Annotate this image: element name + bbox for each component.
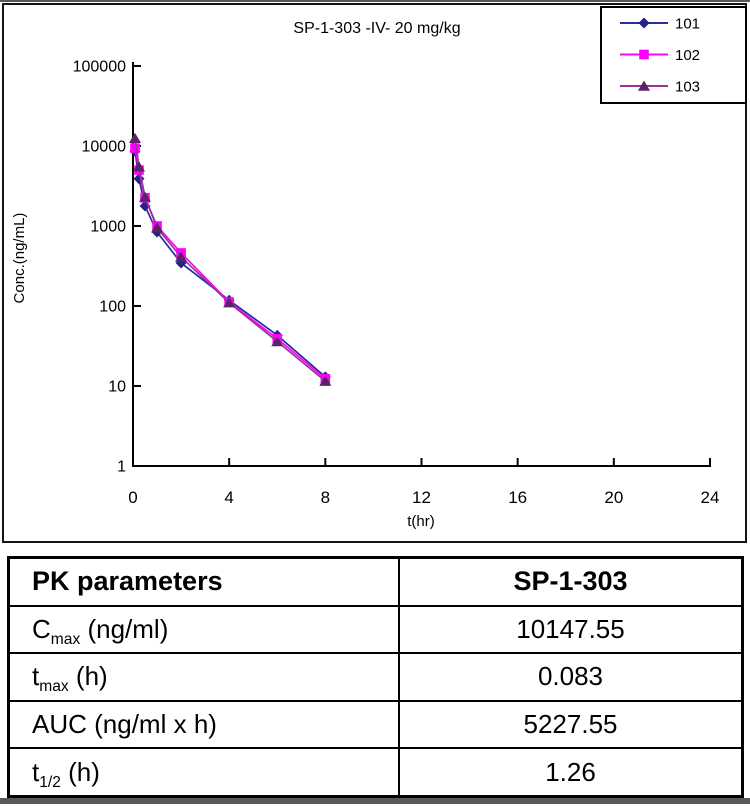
data-point-103 xyxy=(128,132,141,143)
table-row: AUC (ng/ml x h) 5227.55 xyxy=(7,699,744,750)
y-axis-title: Conc.(ng/mL) xyxy=(11,213,28,304)
table-header-row: PK parameters SP-1-303 xyxy=(7,556,744,607)
header-compound: SP-1-303 xyxy=(398,556,744,607)
series-line-102 xyxy=(134,147,326,380)
pk-param-cell: t1/2 (h) xyxy=(7,747,400,798)
legend-label-103: 103 xyxy=(675,79,700,96)
x-tick-label: 12 xyxy=(412,488,431,507)
data-point-103 xyxy=(151,222,164,233)
chart-title: SP-1-303 -IV- 20 mg/kg xyxy=(293,20,460,37)
pk-value-cell: 0.083 xyxy=(398,652,744,702)
x-tick-label: 4 xyxy=(224,488,233,507)
series-101 xyxy=(129,145,331,383)
pk-table: PK parameters SP-1-303 Cmax (ng/ml) 10147.5… xyxy=(7,556,744,798)
table-row: Cmax (ng/ml) 10147.55 xyxy=(7,604,744,655)
legend-label-101: 101 xyxy=(675,16,700,33)
x-tick-label: 8 xyxy=(321,488,330,507)
y-tick-label: 1 xyxy=(117,459,126,476)
y-tick-label: 100000 xyxy=(73,59,126,76)
legend: 101 102 103 xyxy=(600,6,747,104)
data-point-103 xyxy=(223,297,236,308)
x-tick-label: 0 xyxy=(128,488,137,507)
header-pk-parameters: PK parameters xyxy=(7,556,400,607)
legend-marker-101 xyxy=(638,17,650,29)
data-point-103 xyxy=(319,375,332,386)
x-tick-label: 20 xyxy=(604,488,623,507)
pk-value-cell: 10147.55 xyxy=(398,604,744,655)
legend-label-102: 102 xyxy=(675,47,700,64)
x-tick-label: 24 xyxy=(701,488,720,507)
pk-param-cell: Cmax (ng/ml) xyxy=(7,604,400,655)
pk-param-cell: AUC (ng/ml x h) xyxy=(7,699,400,750)
data-point-103 xyxy=(175,251,188,262)
series-line-101 xyxy=(134,151,326,378)
pk-param-cell: tmax (h) xyxy=(7,652,400,702)
y-tick-label: 10000 xyxy=(82,139,127,156)
data-point-102 xyxy=(130,143,140,153)
top-divider-bar xyxy=(0,0,750,2)
bottom-divider-bar xyxy=(0,798,750,804)
y-tick-label: 100 xyxy=(99,299,126,316)
y-tick-label: 10 xyxy=(108,379,126,396)
table-row: t1/2 (h) 1.26 xyxy=(7,747,744,798)
series-102 xyxy=(130,143,331,384)
pk-value-cell: 5227.55 xyxy=(398,699,744,750)
data-point-103 xyxy=(271,335,284,347)
series-103 xyxy=(128,132,332,386)
table-row: tmax (h) 0.083 xyxy=(7,652,744,702)
chart-panel-border xyxy=(2,3,747,543)
pk-concentration-chart: SP-1-303 -IV- 20 mg/kg Conc.(ng/mL) t(hr… xyxy=(2,3,747,543)
y-tick-label: 1000 xyxy=(90,219,126,236)
x-axis-title: t(hr) xyxy=(407,513,435,530)
x-tick-label: 16 xyxy=(508,488,527,507)
pk-value-cell: 1.26 xyxy=(398,747,744,798)
data-point-103 xyxy=(139,191,152,202)
legend-marker-102 xyxy=(639,49,649,60)
data-point-103 xyxy=(133,161,146,172)
series-line-103 xyxy=(134,138,326,382)
legend-marker-103 xyxy=(638,80,650,91)
